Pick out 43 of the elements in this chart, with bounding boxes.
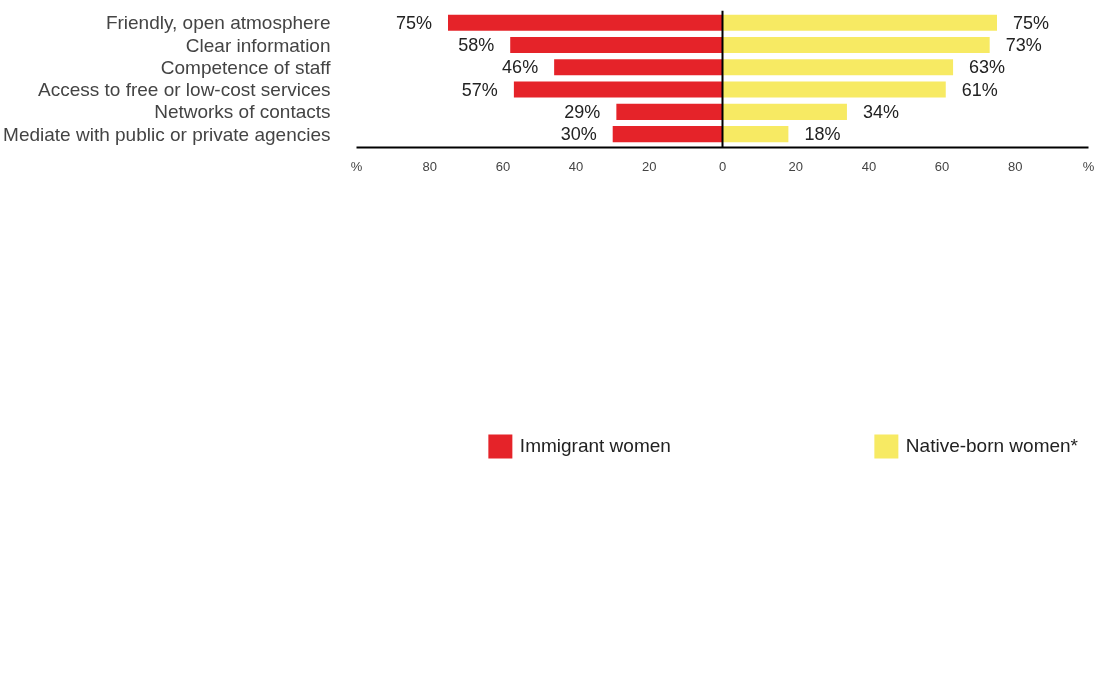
bar (722, 37, 990, 54)
data-label: 58% (458, 35, 495, 56)
x-tick-label: 20 (642, 158, 657, 174)
data-label: 18% (804, 124, 841, 145)
bar (510, 37, 723, 54)
x-tick-label: 60 (495, 158, 511, 174)
data-label: 63% (969, 57, 1006, 78)
x-tick-label: 20 (788, 158, 803, 174)
data-label: 61% (961, 79, 998, 100)
data-label: 46% (502, 57, 539, 78)
bar (722, 59, 954, 76)
bar (513, 81, 723, 98)
bar (722, 81, 946, 98)
bar (722, 126, 789, 143)
data-label: 73% (1005, 35, 1042, 56)
y-tick-label: Friendly, open atmosphere (105, 12, 331, 34)
y-tick-label: Clear information (185, 34, 331, 56)
data-label: 75% (1013, 12, 1050, 33)
bar (616, 103, 723, 120)
y-tick-label: Competence of staff (160, 56, 332, 78)
data-label: 75% (395, 12, 432, 33)
data-label: 29% (564, 101, 601, 122)
bar (448, 14, 723, 31)
x-tick-label: 60 (934, 158, 950, 174)
x-tick-label: 80 (422, 158, 437, 174)
x-tick-label: 80 (1008, 158, 1023, 174)
y-tick-label: Access to free or low-cost services (38, 79, 331, 101)
legend-label: Immigrant women (519, 435, 671, 457)
data-label: 34% (862, 101, 899, 122)
bar (554, 59, 723, 76)
x-tick-label: 40 (568, 158, 584, 174)
y-tick-label: Networks of contacts (154, 101, 331, 123)
bar (722, 14, 997, 31)
x-tick-label: % (350, 158, 363, 174)
data-label: 57% (461, 79, 498, 100)
y-tick-label: Mediate with public or private agencies (3, 123, 331, 145)
bar (612, 126, 723, 143)
x-tick-label: 40 (861, 158, 877, 174)
x-tick-label: % (1082, 158, 1095, 174)
x-tick-label: 0 (718, 158, 727, 174)
bar (722, 103, 847, 120)
data-label: 30% (560, 124, 597, 145)
legend-label: Native-born women* (905, 435, 1078, 457)
